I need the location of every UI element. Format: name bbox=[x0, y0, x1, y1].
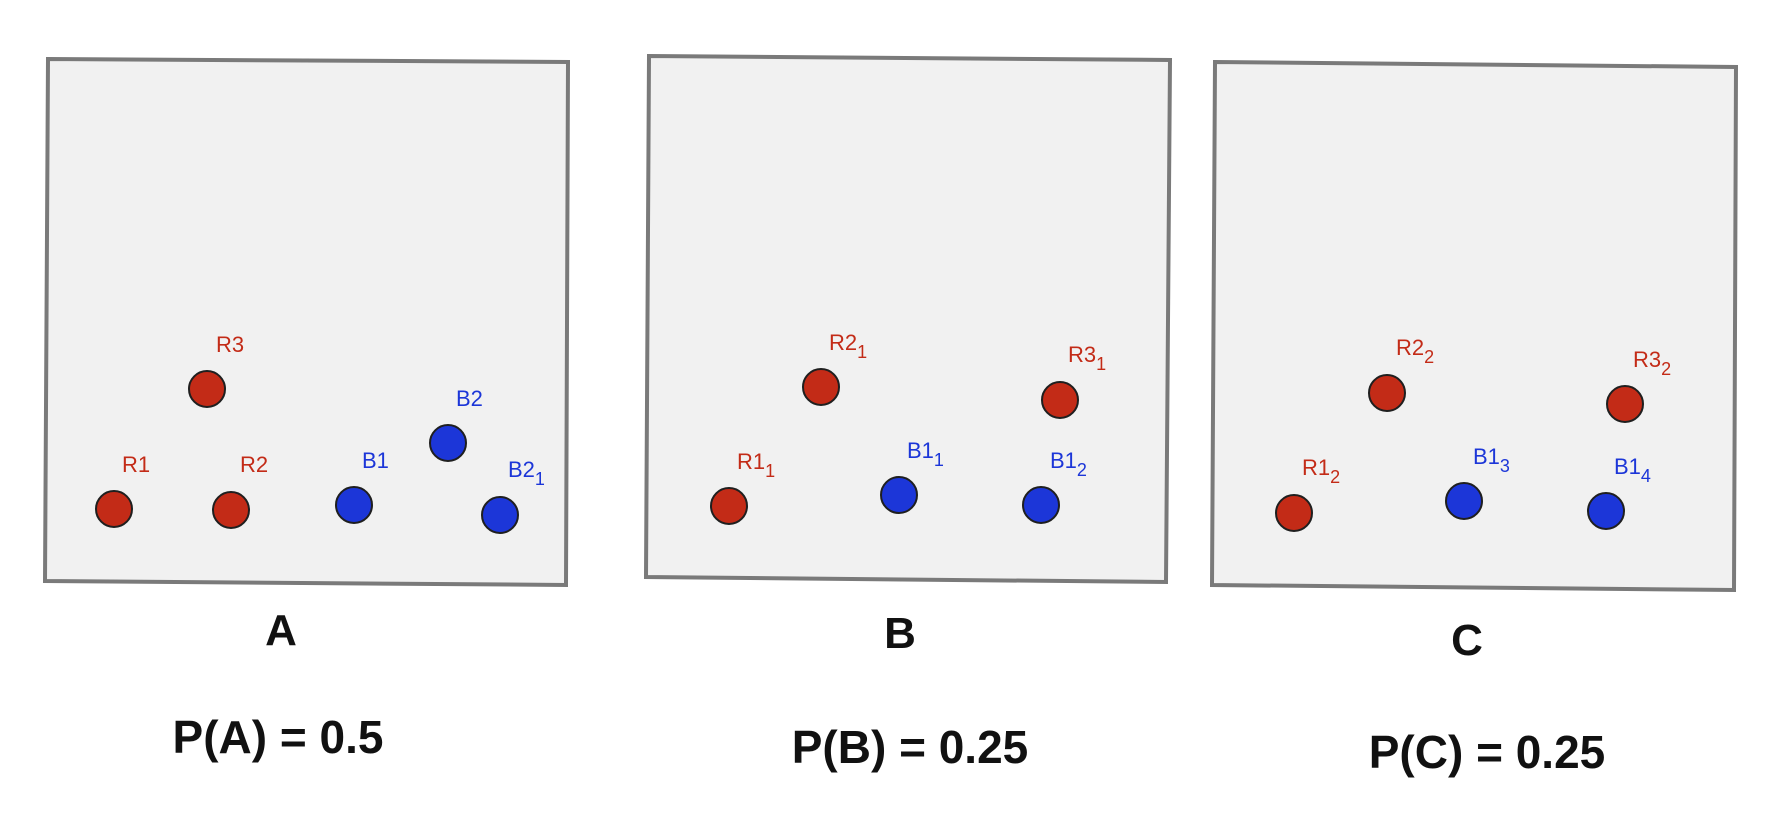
ball-r1-1 bbox=[710, 487, 748, 525]
ball-b2-1 bbox=[481, 496, 519, 534]
ball-r2 bbox=[212, 491, 250, 529]
ball-b1-3 bbox=[1445, 482, 1483, 520]
label-b1-4: B14 bbox=[1614, 454, 1651, 486]
panel-a-letter: A bbox=[265, 606, 297, 655]
panel-c: R22 R32 R12 B13 B14 C P(C) = 0.25 bbox=[1209, 59, 1739, 778]
probability-b: P(B) = 0.25 bbox=[792, 721, 1029, 773]
ball-r3-1 bbox=[1041, 381, 1079, 419]
ball-r2-1 bbox=[802, 368, 840, 406]
ball-b1-1 bbox=[880, 476, 918, 514]
panel-a: R3 R1 R2 B1 B2 B21 A P(A) = 0.5 bbox=[42, 56, 571, 763]
ball-b1 bbox=[335, 486, 373, 524]
panel-c-box bbox=[1209, 59, 1739, 593]
ball-r3 bbox=[188, 370, 226, 408]
panel-c-letter: C bbox=[1451, 616, 1483, 665]
label-b2: B2 bbox=[456, 386, 483, 411]
ball-b1-2 bbox=[1022, 486, 1060, 524]
label-r2-2: R22 bbox=[1396, 335, 1434, 367]
ball-b2 bbox=[429, 424, 467, 462]
label-b1-3: B13 bbox=[1473, 444, 1510, 476]
panel-b: R21 R31 R11 B11 B12 B P(B) = 0.25 bbox=[643, 53, 1173, 773]
label-b2-1: B21 bbox=[508, 457, 545, 489]
label-r3-2: R32 bbox=[1633, 347, 1671, 379]
ball-b1-4 bbox=[1587, 492, 1625, 530]
panel-b-letter: B bbox=[884, 609, 916, 658]
ball-r1-2 bbox=[1275, 494, 1313, 532]
label-b1: B1 bbox=[362, 448, 389, 473]
label-r1-1: R11 bbox=[737, 449, 775, 481]
label-r1: R1 bbox=[122, 452, 150, 477]
ball-r3-2 bbox=[1606, 385, 1644, 423]
ball-r1 bbox=[95, 490, 133, 528]
label-r2-1: R21 bbox=[829, 330, 867, 362]
ball-r2-2 bbox=[1368, 374, 1406, 412]
label-r2: R2 bbox=[240, 452, 268, 477]
label-b1-2: B12 bbox=[1050, 448, 1087, 480]
label-r3: R3 bbox=[216, 332, 244, 357]
probability-c: P(C) = 0.25 bbox=[1369, 726, 1606, 778]
label-b1-1: B11 bbox=[907, 438, 944, 470]
probability-a: P(A) = 0.5 bbox=[173, 711, 384, 763]
label-r3-1: R31 bbox=[1068, 342, 1106, 374]
label-r1-2: R12 bbox=[1302, 455, 1340, 487]
panel-b-box bbox=[643, 53, 1173, 585]
